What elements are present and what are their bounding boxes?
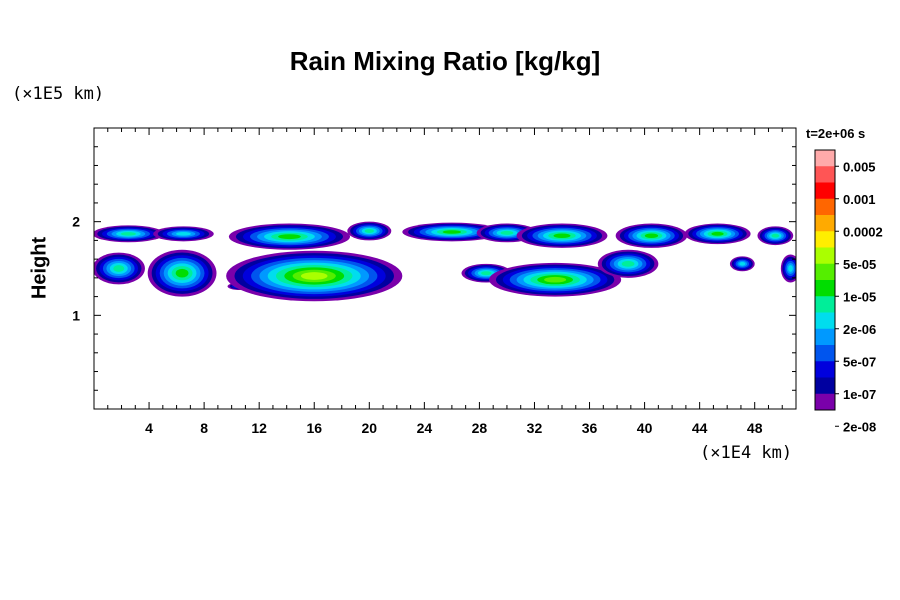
colorbar-label: 1e-07 — [843, 387, 876, 402]
rain-cell-18 — [729, 256, 755, 272]
rain-cell-13 — [489, 262, 622, 297]
rain-cell-11 — [516, 223, 608, 248]
colorbar-label: 0.0002 — [843, 224, 883, 239]
chart-title: Rain Mixing Ratio [kg/kg] — [289, 46, 601, 76]
rain-contour — [711, 231, 724, 236]
x-tick-label: 44 — [692, 420, 708, 436]
time-label: t=2e+06 s — [806, 126, 866, 141]
rain-cell-16 — [684, 223, 751, 245]
x-tick-label: 24 — [417, 420, 433, 436]
rain-contour — [120, 232, 136, 236]
colorbar-swatch — [815, 182, 835, 200]
rain-cell-19 — [780, 254, 796, 283]
x-tick-label: 16 — [306, 420, 322, 436]
colorbar: 0.005 0.001 0.0002 5e-05 1e-05 2e-06 5e-07 1e-0… — [814, 149, 883, 434]
rain-contour — [176, 232, 191, 236]
x-tick-label: 48 — [747, 420, 763, 436]
colorbar-label: 0.005 — [843, 159, 876, 174]
rain-cell-8 — [347, 221, 392, 241]
rain-contour — [621, 260, 635, 267]
rain-contour — [175, 268, 189, 278]
colorbar-frame — [814, 149, 836, 411]
rain-contour — [644, 233, 659, 238]
colorbar-label: 5e-05 — [843, 257, 876, 272]
rain-cell-14 — [597, 249, 659, 278]
x-tick-label: 4 — [145, 420, 153, 436]
x-tick-label: 20 — [362, 420, 378, 436]
rain-contour — [481, 271, 492, 276]
rain-cell-3 — [94, 252, 145, 285]
colorbar-swatch — [815, 280, 835, 297]
rain-cell-1 — [94, 225, 165, 243]
rain-contour — [113, 265, 125, 272]
rain-cell-2 — [153, 226, 214, 242]
x-tick-label: 36 — [582, 420, 598, 436]
rain-contour — [278, 234, 301, 240]
x-tick-label: 40 — [637, 420, 653, 436]
x-tick-label: 32 — [527, 420, 543, 436]
colorbar-swatch — [815, 377, 835, 395]
x-tick-label: 28 — [472, 420, 488, 436]
colorbar-swatch — [815, 247, 835, 265]
rain-contour — [364, 229, 374, 234]
rain-cell-6 — [228, 223, 351, 250]
rain-contour — [788, 265, 793, 272]
rain-field — [94, 221, 796, 302]
colorbar-swatch — [815, 393, 835, 411]
rain-contour — [300, 272, 328, 280]
y-tick-label: 2 — [72, 214, 80, 230]
rain-contour — [544, 276, 567, 283]
plot-frame — [93, 127, 797, 410]
colorbar-swatch — [815, 312, 835, 330]
rain-contour — [739, 261, 746, 266]
colorbar-swatch — [815, 361, 835, 378]
y-tick-label: 1 — [72, 307, 80, 323]
colorbar-label: 1e-05 — [843, 289, 876, 304]
colorbar-label: 2e-08 — [843, 419, 876, 434]
colorbar-label: 2e-06 — [843, 322, 876, 337]
rain-cell-4 — [147, 249, 217, 297]
rain-cell-9 — [402, 222, 502, 242]
x-tick-label: 12 — [251, 420, 267, 436]
colorbar-swatch — [815, 345, 835, 362]
rain-contour — [442, 230, 462, 234]
x-axis-unit-label: (×1E4 km) — [700, 443, 793, 463]
rain-contour — [771, 233, 780, 238]
rain-cell-15 — [615, 223, 688, 248]
colorbar-label: 5e-07 — [843, 354, 876, 369]
rain-cell-7 — [226, 250, 403, 302]
colorbar-swatch — [815, 328, 835, 346]
rain-cell-17 — [757, 226, 794, 246]
colorbar-swatch — [815, 166, 835, 183]
rain-contour — [553, 233, 571, 238]
colorbar-swatch — [815, 296, 835, 313]
rain-contour — [500, 230, 514, 235]
colorbar-swatch — [815, 150, 835, 167]
colorbar-swatch — [815, 198, 835, 216]
colorbar-label: 0.001 — [843, 192, 876, 207]
y-axis-unit-label: (×1E5 km) — [12, 84, 105, 104]
colorbar-swatch — [815, 263, 835, 281]
x-tick-label: 8 — [200, 420, 208, 436]
colorbar-swatch — [815, 231, 835, 248]
colorbar-swatch — [815, 215, 835, 232]
